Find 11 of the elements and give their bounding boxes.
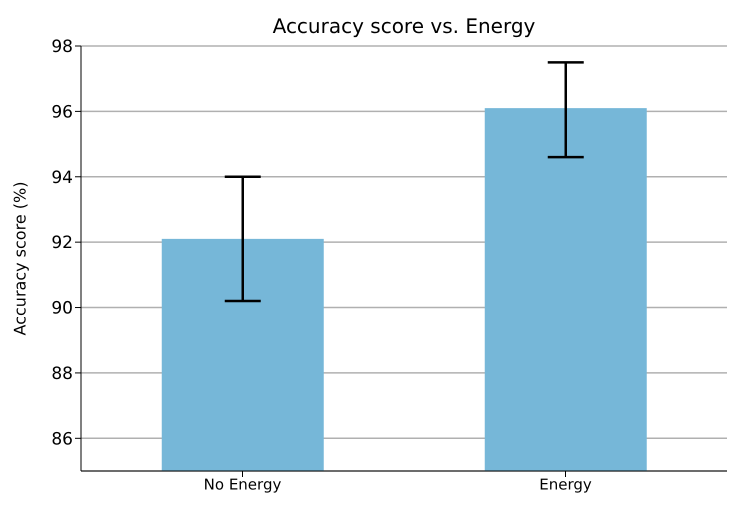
y-axis-title: Accuracy score (%) [10, 182, 30, 336]
y-tick-label: 90 [51, 298, 73, 319]
y-tick-label: 94 [51, 168, 73, 188]
x-tick-label: No Energy [204, 476, 282, 494]
x-tick-label: Energy [539, 476, 592, 494]
y-tick-label: 96 [51, 102, 73, 122]
y-tick-label: 98 [51, 37, 73, 58]
chart-title: Accuracy score vs. Energy [272, 14, 536, 38]
y-tick-label: 92 [51, 233, 73, 254]
y-tick-label: 88 [51, 364, 73, 384]
y-tick-label: 86 [51, 429, 73, 450]
